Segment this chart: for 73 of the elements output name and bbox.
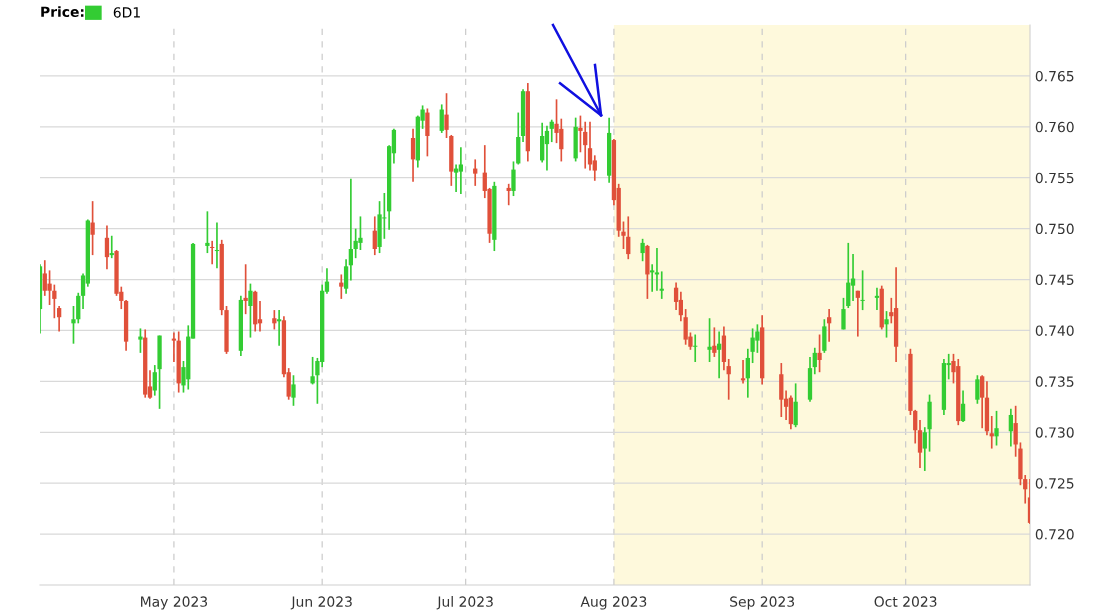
- candlestick: [975, 374, 980, 405]
- candlestick: [712, 326, 717, 358]
- candlestick: [989, 415, 994, 450]
- candlestick: [358, 215, 363, 251]
- candlestick: [372, 215, 377, 256]
- y-tick-label: 0.745: [1035, 274, 1074, 286]
- candlestick: [793, 382, 798, 429]
- candlestick: [707, 317, 712, 363]
- candlestick: [348, 177, 354, 282]
- candlestick: [826, 308, 832, 343]
- candlestick: [817, 333, 822, 374]
- candlestick: [1008, 408, 1014, 448]
- y-tick-label: 0.730: [1035, 427, 1074, 438]
- candlestick: [850, 253, 856, 302]
- y-tick-label: 0.755: [1035, 172, 1074, 184]
- x-tick-label: Sep 2023: [730, 596, 795, 610]
- x-tick-label: May 2023: [141, 596, 208, 610]
- candlestick: [693, 333, 698, 363]
- candlestick: [980, 374, 985, 430]
- candlestick: [506, 183, 511, 207]
- candlestick: [549, 118, 554, 143]
- candlestick: [841, 297, 846, 331]
- x-tick-label: Jun 2023: [290, 596, 352, 610]
- candlestick: [272, 309, 277, 331]
- candlestick: [511, 160, 516, 197]
- candlestick: [640, 237, 645, 263]
- y-tick-label: 0.725: [1035, 478, 1074, 489]
- x-tick-label: Aug 2023: [580, 596, 647, 610]
- candlestick: [860, 269, 865, 311]
- candlestick: [439, 103, 444, 134]
- candlestick: [138, 327, 143, 354]
- y-tick-label: 0.735: [1035, 376, 1074, 387]
- candlestick: [47, 269, 52, 306]
- candlestick: [846, 242, 851, 309]
- candlestick: [473, 158, 478, 187]
- y-tick-label: 0.740: [1035, 325, 1074, 336]
- y-tick-label: 0.720: [1035, 529, 1074, 540]
- candlestick: [90, 200, 95, 256]
- candlestick: [726, 358, 731, 401]
- candlestick: [994, 410, 999, 447]
- candlestick: [444, 92, 449, 139]
- candlestick: [291, 374, 296, 407]
- candlestick: [544, 124, 550, 172]
- candlestick: [104, 224, 110, 271]
- candlestick: [205, 210, 210, 254]
- y-tick-label: 0.765: [1035, 70, 1074, 82]
- candlestick: [310, 356, 315, 386]
- candlestick: [243, 263, 248, 315]
- y-tick-label: 0.760: [1035, 121, 1074, 133]
- legend-title: Price:: [41, 6, 84, 18]
- candlestick: [214, 221, 220, 270]
- candlestick: [812, 346, 817, 376]
- y-tick-label: 0.750: [1035, 223, 1074, 235]
- candlestick: [458, 146, 464, 195]
- candlestick: [248, 282, 253, 339]
- candlestick: [425, 107, 430, 158]
- candlestick: [52, 283, 57, 320]
- candlestick: [343, 258, 349, 295]
- candlestick: [855, 289, 860, 338]
- candlestick: [210, 240, 215, 266]
- candlestick: [56, 305, 62, 333]
- candlestick: [917, 419, 923, 469]
- x-tick-label: Oct 2023: [874, 596, 937, 607]
- candlestick: [960, 389, 966, 423]
- candlestick: [410, 128, 416, 183]
- legend-label: 6D1: [113, 7, 140, 18]
- candlestick: [587, 120, 593, 172]
- candlestick: [1013, 404, 1018, 458]
- candlestick: [884, 310, 889, 339]
- x-tick-label: Jul 2023: [436, 596, 493, 610]
- candlestick: [716, 330, 722, 380]
- candlestick: [678, 290, 684, 323]
- candlestick: [673, 281, 679, 311]
